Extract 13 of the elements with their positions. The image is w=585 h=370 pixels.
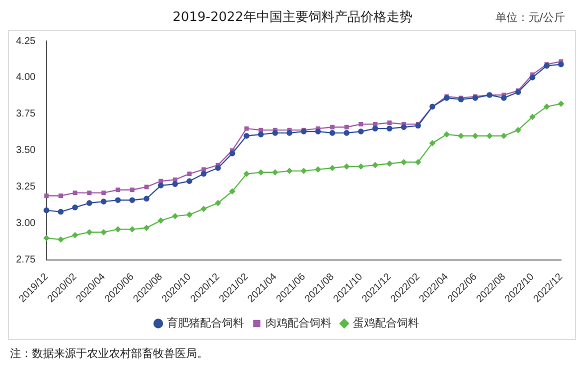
y-tick-label: 3.00 (16, 218, 36, 230)
legend-label: 肉鸡配合饲料 (265, 316, 332, 330)
y-tick-label: 3.25 (16, 182, 36, 193)
legend-label: 育肥猪配合饲料 (166, 316, 244, 330)
text: 单位：元/公斤 (495, 10, 565, 25)
y-tick-label: 4.00 (16, 72, 36, 84)
y-tick-label: 2.75 (16, 254, 36, 266)
y-tick-label: 4.25 (16, 36, 36, 47)
text: 注：数据来源于农业农村部畜牧兽医局。 (10, 346, 209, 361)
chart-title: 2019-2022年中国主要饲料产品价格走势 (172, 10, 412, 25)
y-tick-label: 3.75 (16, 108, 36, 120)
y-tick-label: 3.50 (16, 145, 36, 156)
legend-label: 蛋鸡配合饲料 (352, 316, 419, 330)
